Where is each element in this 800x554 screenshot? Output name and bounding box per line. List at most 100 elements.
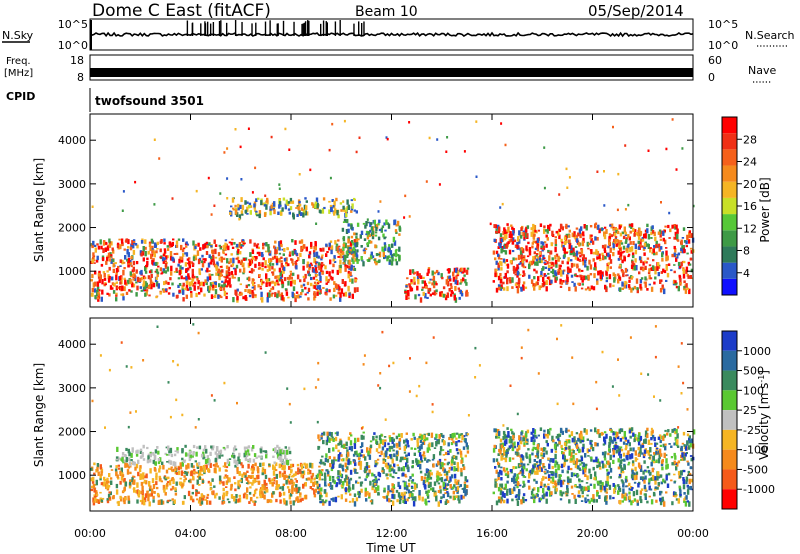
scatter-cell [280, 461, 284, 464]
scatter-cell [222, 487, 225, 492]
scatter-cell [417, 293, 421, 297]
scatter-cell [119, 259, 122, 263]
scatter-cell [461, 434, 464, 441]
scatter-cell [284, 203, 287, 210]
scatter-cell [197, 285, 200, 290]
scatter-cell [230, 264, 233, 268]
scatter-cell [368, 492, 371, 498]
scatter-cell [331, 199, 334, 202]
scatter-cell [495, 260, 498, 265]
scatter-cell [291, 200, 295, 204]
scatter-cell [249, 210, 252, 215]
scatter-cell [101, 279, 104, 285]
scatter-cell [619, 253, 622, 256]
scatter-cell [233, 496, 236, 502]
scatter-cell [503, 229, 507, 234]
scatter-cell [390, 445, 394, 450]
scatter-cell [608, 462, 611, 468]
scatter-cell [460, 459, 463, 464]
scatter-cell [154, 461, 157, 466]
scatter-cell [170, 468, 173, 471]
scatter-cell [211, 249, 215, 255]
scatter-cell [424, 282, 427, 289]
scatter-cell [237, 498, 240, 502]
scatter-cell [377, 210, 380, 213]
scatter-cell [250, 497, 253, 502]
scatter-cell [640, 444, 643, 449]
scatter-cell [513, 478, 516, 484]
scatter-cell [571, 281, 574, 283]
scatter-cell [132, 283, 136, 288]
scatter-cell [546, 470, 549, 474]
scatter-cell [543, 225, 546, 229]
scatter-cell [588, 242, 591, 246]
scatter-cell [319, 288, 322, 294]
scatter-cell [532, 464, 535, 470]
scatter-cell [328, 242, 331, 247]
scatter-cell [177, 466, 180, 471]
scatter-cell [343, 119, 346, 123]
scatter-cell [248, 491, 252, 495]
scatter-cell [444, 458, 447, 461]
scatter-cell [500, 261, 503, 267]
scatter-cell [110, 258, 113, 264]
scatter-cell [234, 482, 237, 485]
scatter-cell [316, 473, 320, 478]
scatter-cell [241, 464, 244, 469]
scatter-cell [169, 277, 172, 281]
scatter-cell [112, 496, 115, 500]
scatter-cell [296, 472, 300, 475]
scatter-cell [342, 251, 345, 255]
scatter-cell [117, 464, 120, 467]
scatter-cell [369, 480, 372, 486]
scatter-cell [247, 475, 251, 479]
scatter-cell [442, 286, 446, 290]
scatter-cell [209, 487, 212, 491]
scatter-cell [131, 476, 134, 483]
scatter-cell [92, 497, 95, 503]
scatter-cell [665, 475, 668, 481]
scatter-cell [643, 242, 647, 248]
scatter-cell [356, 222, 360, 227]
scatter-cell [437, 482, 441, 485]
scatter-cell [230, 271, 234, 275]
scatter-cell [519, 247, 522, 251]
scatter-cell [683, 457, 686, 461]
scatter-cell [126, 258, 129, 262]
scatter-cell [427, 489, 430, 493]
scatter-cell [615, 229, 618, 234]
scatter-cell [581, 446, 585, 453]
scatter-cell [462, 464, 465, 467]
scatter-cell [355, 242, 359, 248]
scatter-cell [456, 466, 460, 472]
y-tick-label: 1000 [58, 265, 86, 278]
scatter-cell [624, 280, 627, 285]
scatter-cell [365, 465, 369, 470]
scatter-cell [604, 244, 607, 248]
scatter-cell [224, 462, 227, 468]
scatter-cell [509, 231, 512, 234]
scatter-cell [465, 479, 469, 483]
scatter-cell [131, 240, 134, 246]
scatter-cell [614, 441, 618, 444]
scatter-cell [561, 270, 565, 275]
scatter-cell [609, 224, 612, 227]
scatter-cell [221, 500, 224, 505]
scatter-cell [463, 484, 467, 489]
scatter-cell [157, 458, 161, 462]
scatter-cell [288, 473, 292, 476]
scatter-cell [440, 464, 443, 467]
scatter-cell [349, 432, 352, 435]
scatter-cell [657, 436, 661, 440]
scatter-cell [629, 454, 632, 460]
scatter-cell [521, 248, 525, 254]
scatter-cell [234, 498, 237, 504]
scatter-cell [123, 248, 126, 251]
scatter-cell [530, 490, 534, 496]
scatter-cell [306, 281, 310, 286]
scatter-cell [430, 487, 433, 491]
scatter-cell [191, 455, 194, 458]
scatter-cell [431, 282, 434, 286]
scatter-cell [499, 233, 503, 237]
scatter-cell [499, 469, 502, 474]
